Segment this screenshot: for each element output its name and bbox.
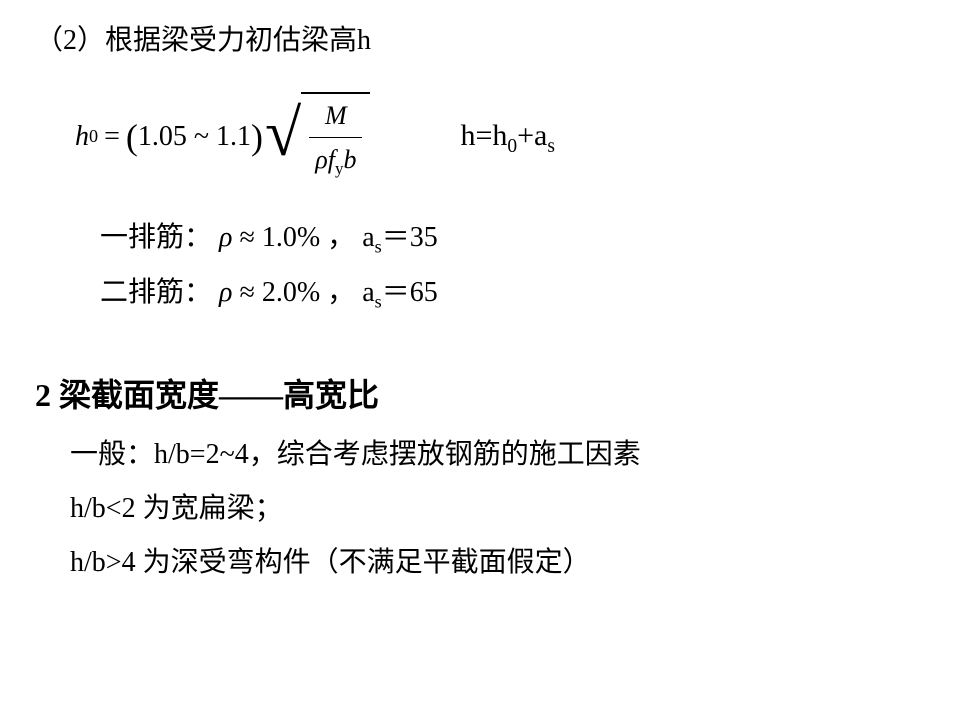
rparen: ): [251, 110, 263, 164]
sub-0: 0: [89, 123, 98, 150]
row1-rho: ρ: [219, 222, 232, 253]
rho: ρ: [315, 145, 327, 174]
range: 1.05 ~ 1.1: [138, 116, 251, 158]
section-2: 2 梁截面宽度——高宽比 一般：h/b=2~4，综合考虑摆放钢筋的施工因素 h/…: [35, 371, 925, 584]
rebar-rows: 一排筋： ρ ≈ 1.0% ， as＝35 二排筋： ρ ≈ 2.0% ， as…: [100, 217, 925, 317]
formula-left: h0 = (1.05 ~ 1.1) √ M ρfyb: [75, 92, 370, 182]
sqrt-content: M ρfyb: [301, 92, 370, 182]
f: f: [328, 145, 335, 174]
rhs-s1: 0: [507, 136, 517, 157]
var-h: h: [75, 116, 89, 158]
row1-avar: a: [362, 222, 374, 253]
lparen: (: [126, 110, 138, 164]
row1-eq: ＝: [382, 222, 410, 253]
b: b: [343, 145, 356, 174]
formula-row: h0 = (1.05 ~ 1.1) √ M ρfyb h=h0+as: [75, 92, 925, 182]
row2-approx: ≈: [239, 277, 254, 308]
row1-comma: ，: [327, 222, 355, 253]
heading-step2: （2）根据梁受力初估梁高h: [35, 20, 925, 62]
row2-label: 二排筋：: [100, 277, 212, 308]
formula-right: h=h0+as: [460, 113, 555, 161]
rhs-t2: +a: [517, 119, 547, 152]
row2-rho: ρ: [219, 277, 232, 308]
section2-p1: 一般：h/b=2~4，综合考虑摆放钢筋的施工因素: [70, 434, 925, 476]
row1-approx: ≈: [239, 222, 254, 253]
row2-avar: a: [362, 277, 374, 308]
row-single: 一排筋： ρ ≈ 1.0% ， as＝35: [100, 217, 925, 261]
row1-val: 1.0%: [262, 222, 320, 253]
rhs-s2: s: [547, 136, 555, 157]
equals: =: [104, 116, 120, 158]
row2-aval: 65: [410, 277, 438, 308]
row1-asub: s: [375, 236, 382, 256]
row2-eq: ＝: [382, 277, 410, 308]
section2-p2: h/b<2 为宽扁梁；: [70, 488, 925, 530]
section2-title: 2 梁截面宽度——高宽比: [35, 371, 925, 419]
row1-aval: 35: [410, 222, 438, 253]
radical-icon: √: [265, 108, 301, 161]
numerator: M: [319, 96, 353, 137]
section2-p3: h/b>4 为深受弯构件（不满足平截面假定）: [70, 542, 925, 584]
row2-val: 2.0%: [262, 277, 320, 308]
row-double: 二排筋： ρ ≈ 2.0% ， as＝65: [100, 272, 925, 316]
row1-label: 一排筋：: [100, 222, 212, 253]
row2-comma: ，: [327, 277, 355, 308]
denominator: ρfyb: [309, 137, 362, 182]
row2-asub: s: [375, 292, 382, 312]
sqrt: √ M ρfyb: [265, 92, 370, 182]
rhs-t1: h=h: [460, 119, 507, 152]
